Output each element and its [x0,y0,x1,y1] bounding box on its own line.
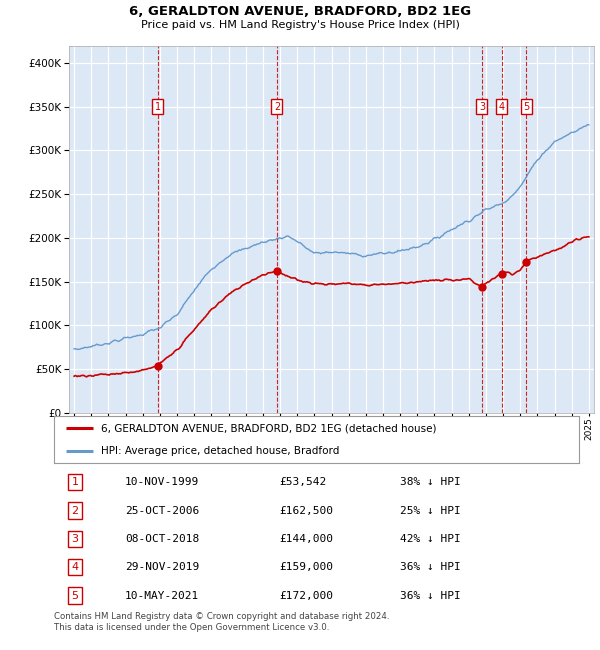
Text: £144,000: £144,000 [280,534,334,544]
Text: 29-NOV-2019: 29-NOV-2019 [125,562,199,572]
Text: £162,500: £162,500 [280,506,334,515]
Text: £172,000: £172,000 [280,591,334,601]
Text: 38% ↓ HPI: 38% ↓ HPI [401,477,461,487]
Text: 3: 3 [71,534,79,544]
Text: 36% ↓ HPI: 36% ↓ HPI [401,562,461,572]
Text: HPI: Average price, detached house, Bradford: HPI: Average price, detached house, Brad… [101,446,340,456]
Text: 1: 1 [71,477,79,487]
Text: 25% ↓ HPI: 25% ↓ HPI [401,506,461,515]
Text: 36% ↓ HPI: 36% ↓ HPI [401,591,461,601]
Text: 25-OCT-2006: 25-OCT-2006 [125,506,199,515]
Text: 2: 2 [274,101,280,112]
Text: 3: 3 [479,101,485,112]
Text: 2: 2 [71,506,79,515]
Text: 42% ↓ HPI: 42% ↓ HPI [401,534,461,544]
Text: £53,542: £53,542 [280,477,327,487]
Text: Price paid vs. HM Land Registry's House Price Index (HPI): Price paid vs. HM Land Registry's House … [140,20,460,29]
Text: 4: 4 [71,562,79,572]
Text: 1: 1 [155,101,161,112]
Text: 6, GERALDTON AVENUE, BRADFORD, BD2 1EG: 6, GERALDTON AVENUE, BRADFORD, BD2 1EG [129,5,471,18]
Text: 08-OCT-2018: 08-OCT-2018 [125,534,199,544]
Text: 5: 5 [71,591,79,601]
Text: Contains HM Land Registry data © Crown copyright and database right 2024.
This d: Contains HM Land Registry data © Crown c… [54,612,389,632]
Text: 10-NOV-1999: 10-NOV-1999 [125,477,199,487]
Text: 6, GERALDTON AVENUE, BRADFORD, BD2 1EG (detached house): 6, GERALDTON AVENUE, BRADFORD, BD2 1EG (… [101,423,437,433]
Text: £159,000: £159,000 [280,562,334,572]
Text: 4: 4 [499,101,505,112]
Text: 10-MAY-2021: 10-MAY-2021 [125,591,199,601]
Text: 5: 5 [523,101,530,112]
